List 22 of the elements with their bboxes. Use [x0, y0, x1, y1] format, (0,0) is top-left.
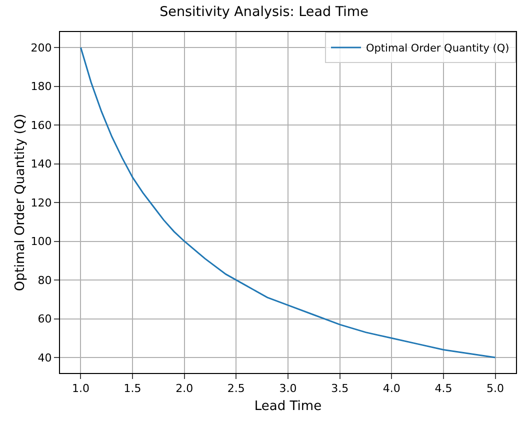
x-tick-label: 3.5: [331, 382, 349, 396]
x-tick-label: 1.5: [124, 382, 142, 396]
x-axis-title: Lead Time: [254, 398, 322, 414]
x-tick-label: 2.5: [227, 382, 245, 396]
y-tick-label: 80: [38, 274, 52, 287]
x-tick-label: 4.0: [382, 382, 400, 396]
y-tick-label: 120: [30, 196, 52, 210]
x-tick-label: 5.0: [486, 382, 504, 396]
y-axis-title: Optimal Order Quantity (Q): [13, 114, 28, 292]
y-tick-label: 40: [38, 351, 52, 364]
x-tick-label: 1.0: [72, 382, 90, 396]
x-tick-label: 4.5: [434, 382, 452, 396]
y-tick-label: 100: [30, 235, 52, 248]
x-tick-label: 3.0: [279, 382, 297, 396]
y-tick-label: 60: [38, 312, 52, 326]
y-tick-label: 180: [30, 80, 52, 94]
legend-label: Optimal Order Quantity (Q): [366, 42, 510, 55]
y-tick-label: 140: [30, 158, 52, 171]
chart-title: Sensitivity Analysis: Lead Time: [160, 4, 368, 20]
y-tick-label: 160: [30, 118, 52, 132]
y-tick-label: 200: [30, 41, 52, 54]
x-tick-label: 2.0: [176, 382, 194, 396]
